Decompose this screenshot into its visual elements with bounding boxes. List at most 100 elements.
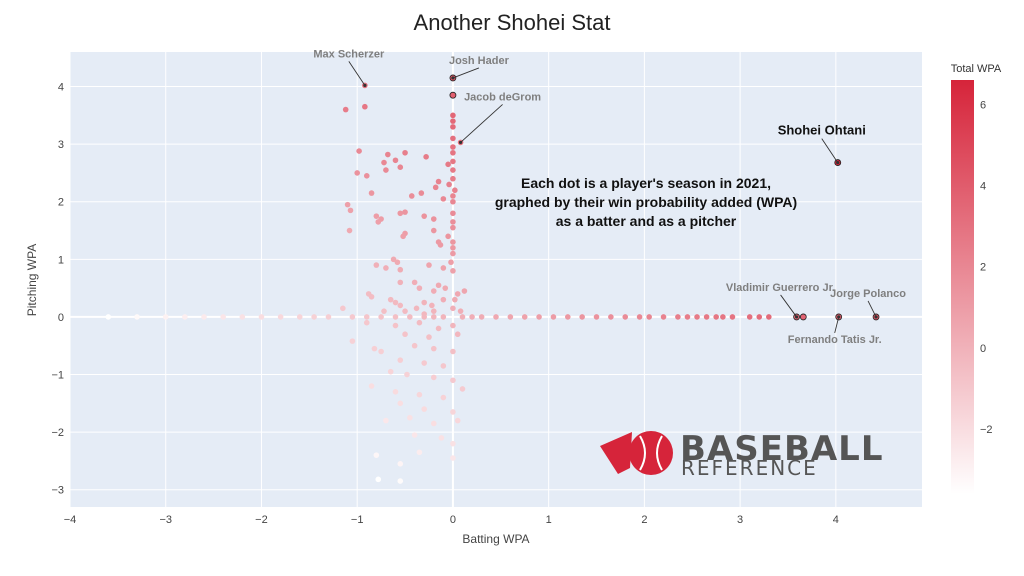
colorbar-ticks: −2 0 2 4 6 — [980, 99, 993, 436]
data-point — [450, 250, 456, 257]
data-point — [720, 314, 726, 320]
note-line-1: Each dot is a player's season in 2021, — [521, 175, 771, 191]
data-point — [363, 314, 370, 320]
data-point — [411, 342, 418, 349]
data-point — [105, 314, 112, 320]
data-point — [277, 314, 284, 320]
data-point — [766, 314, 772, 320]
logo-wordmark-reference: REFERENCE — [681, 456, 818, 480]
data-point — [435, 282, 442, 289]
data-point — [387, 296, 394, 303]
x-tick-label: 3 — [737, 514, 743, 526]
data-point — [646, 314, 652, 320]
data-point — [426, 262, 432, 268]
data-point — [449, 91, 457, 99]
data-point — [311, 314, 317, 320]
data-point — [454, 331, 461, 338]
data-point — [450, 305, 456, 312]
data-point — [392, 157, 399, 164]
data-point — [450, 268, 456, 274]
data-point — [550, 314, 557, 320]
data-point — [450, 175, 456, 182]
data-point — [450, 144, 456, 150]
data-point — [383, 265, 389, 271]
data-point — [397, 461, 404, 467]
annotation-arrowhead — [363, 83, 367, 88]
annotation-arrowhead — [451, 76, 455, 80]
data-point — [450, 322, 456, 329]
x-tick-label: 2 — [641, 514, 647, 526]
data-point — [438, 435, 445, 441]
baseball-icon — [629, 431, 673, 475]
data-point — [239, 314, 246, 320]
data-point — [426, 334, 432, 340]
annotation-arrow — [452, 67, 480, 79]
data-point — [381, 308, 387, 314]
data-point — [397, 478, 404, 484]
data-point — [564, 314, 571, 320]
data-point — [521, 314, 528, 320]
data-point — [450, 210, 456, 217]
data-point — [430, 314, 437, 320]
x-tick-label: 0 — [450, 514, 456, 526]
data-point — [450, 167, 456, 173]
baseball-reference-logo: BASEBALL REFERENCE — [600, 429, 884, 480]
colorbar-title: Total WPA — [951, 63, 1002, 75]
logo-wordmark-baseball: BASEBALL — [680, 429, 884, 469]
data-point — [397, 400, 404, 407]
y-tick-label: 3 — [58, 139, 64, 151]
data-point — [400, 233, 406, 240]
data-point — [694, 314, 700, 320]
colorbar-tick-label: 2 — [980, 262, 986, 274]
annotation-arrowhead — [458, 140, 463, 145]
chart-note: Each dot is a player's season in 2021, g… — [495, 175, 797, 229]
data-point — [429, 302, 435, 309]
data-point — [402, 209, 408, 215]
data-point — [450, 135, 456, 142]
data-point — [346, 227, 353, 234]
data-point — [402, 331, 408, 338]
data-point — [445, 233, 451, 240]
data-point — [394, 259, 401, 266]
annotation-label: Jorge Polanco — [830, 288, 906, 300]
data-point — [413, 305, 420, 312]
annotation-arrow — [867, 300, 877, 318]
data-point — [703, 314, 710, 320]
data-point — [340, 305, 346, 312]
data-point — [432, 184, 439, 191]
y-tick-label: 1 — [58, 254, 64, 266]
data-point — [258, 314, 265, 320]
data-point — [325, 314, 332, 320]
data-point — [636, 314, 643, 320]
data-point — [375, 219, 382, 225]
gridlines — [69, 52, 922, 507]
data-point — [660, 314, 667, 320]
annotation-arrow — [780, 294, 797, 318]
data-point — [452, 187, 458, 194]
data-point — [454, 417, 461, 424]
data-point — [450, 440, 456, 447]
data-point — [407, 414, 413, 421]
colorbar-tick-label: 6 — [980, 99, 986, 111]
data-point — [440, 196, 447, 202]
annotation-label: Vladimir Guerrero Jr. — [726, 282, 835, 294]
data-point — [201, 314, 207, 320]
colorbar — [951, 80, 974, 494]
data-point — [450, 158, 456, 165]
annotation-arrowhead — [837, 315, 841, 319]
data-point — [746, 314, 753, 320]
data-point — [182, 314, 188, 320]
data-point — [450, 377, 456, 384]
data-point — [440, 394, 447, 401]
data-point — [368, 190, 375, 196]
data-point — [397, 266, 404, 273]
data-point — [385, 151, 391, 158]
data-point — [593, 314, 600, 320]
x-tick-label: −4 — [64, 514, 77, 526]
data-point — [371, 345, 378, 352]
data-point — [622, 314, 629, 320]
data-point — [392, 299, 399, 306]
annotation-label: Jacob deGrom — [464, 91, 541, 103]
data-point — [397, 279, 404, 286]
data-point — [354, 170, 360, 176]
